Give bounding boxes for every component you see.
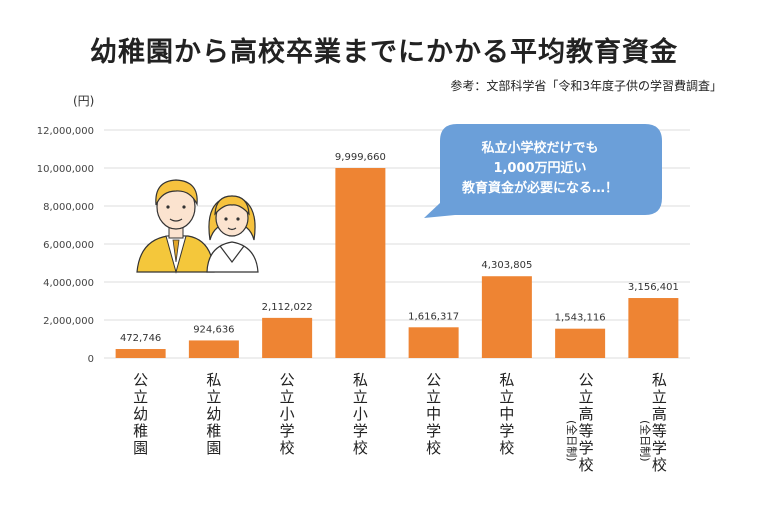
y-tick-label: 6,000,000	[43, 240, 94, 251]
chart-title: 幼稚園から高校卒業までにかかる平均教育資金	[90, 37, 678, 68]
x-tick-char: 立	[499, 388, 514, 406]
y-tick-label: 0	[88, 354, 94, 365]
bar	[115, 349, 166, 358]
x-tick-char: 校	[579, 456, 594, 474]
x-tick-char: 高	[579, 405, 594, 423]
y-tick-label: 4,000,000	[43, 278, 94, 289]
x-tick-char: 公	[426, 371, 441, 389]
bar	[481, 276, 532, 358]
x-tick-char: 校	[280, 439, 295, 457]
x-tick-char: 等	[652, 422, 667, 440]
x-tick-char: 私	[652, 371, 667, 389]
value-label: 472,746	[120, 333, 161, 344]
x-tick-sublabel: (全日制)	[638, 420, 652, 462]
x-tick-char: 立	[652, 388, 667, 406]
y-axis-ticks: 0 2,000,000 4,000,000 6,000,000 8,000,000 10,…	[37, 126, 94, 365]
x-tick-char: 学	[353, 422, 368, 440]
x-tick-char: 立	[133, 388, 148, 406]
x-tick-char: 学	[426, 422, 441, 440]
boy-illustration	[136, 179, 215, 274]
bar	[188, 340, 239, 358]
callout-line-2: 1,000万円近い	[493, 161, 587, 176]
x-tick-char: 立	[426, 388, 441, 406]
x-tick-char: 小	[353, 405, 368, 423]
x-tick-char: 立	[280, 388, 295, 406]
x-tick-char: 公	[133, 371, 148, 389]
x-tick-char: 校	[353, 439, 368, 457]
x-tick-char: 園	[206, 439, 221, 457]
y-tick-label: 10,000,000	[37, 164, 94, 175]
value-label: 4,303,805	[481, 260, 532, 271]
x-tick-char: 学	[280, 422, 295, 440]
bar	[262, 317, 313, 358]
y-axis-unit: (円)	[73, 94, 95, 108]
callout-bubble	[424, 124, 662, 218]
value-label: 1,543,116	[555, 313, 606, 324]
y-tick-label: 8,000,000	[43, 202, 94, 213]
value-label: 2,112,022	[262, 302, 313, 313]
x-tick-char: 幼	[206, 405, 221, 423]
x-tick-char: 学	[499, 422, 514, 440]
y-tick-label: 2,000,000	[43, 316, 94, 327]
x-tick-char: 校	[499, 439, 514, 457]
x-tick-char: 幼	[133, 405, 148, 423]
x-tick-char: 高	[652, 405, 667, 423]
x-tick-char: 校	[426, 439, 441, 457]
x-tick-char: 私	[206, 371, 221, 389]
value-label: 9,999,660	[335, 152, 386, 163]
source-note: 参考：文部科学省「令和3年度子供の学習費調査」	[450, 79, 722, 93]
x-tick-char: 稚	[133, 422, 148, 440]
x-tick-sublabel: (全日制)	[565, 420, 579, 462]
bars	[115, 168, 679, 358]
value-labels: 472,746 924,636 2,112,022 9,999,660 1,616,31…	[120, 152, 679, 344]
x-tick-char: 園	[133, 439, 148, 457]
x-tick-char: 学	[579, 439, 594, 457]
callout-shape	[424, 124, 662, 218]
x-tick-char: 立	[353, 388, 368, 406]
callout-line-1: 私立小学校だけでも	[481, 141, 599, 156]
bar	[628, 298, 679, 358]
x-tick-char: 稚	[206, 422, 221, 440]
x-tick-char: 私	[499, 371, 514, 389]
x-tick-char: 公	[280, 371, 295, 389]
x-tick-char: 公	[579, 371, 594, 389]
x-axis-labels: 公立幼稚園私立幼稚園公立小学校私立小学校公立中学校私立中学校公立高等学校(全日制…	[133, 371, 667, 474]
x-tick-char: 中	[426, 405, 441, 423]
x-tick-char: 私	[353, 371, 368, 389]
value-label: 1,616,317	[408, 311, 459, 322]
bar	[335, 168, 386, 358]
x-tick-char: 等	[579, 422, 594, 440]
callout-line-3: 教育資金が必要になる…！	[461, 181, 618, 196]
x-tick-char: 立	[579, 388, 594, 406]
callout-text: 私立小学校だけでも 1,000万円近い 教育資金が必要になる…！	[430, 139, 650, 199]
value-label: 924,636	[193, 324, 234, 335]
x-tick-char: 小	[280, 405, 295, 423]
bar	[408, 327, 459, 358]
students-illustration	[136, 179, 259, 274]
x-tick-char: 学	[652, 439, 667, 457]
girl-illustration	[206, 195, 259, 273]
bar	[555, 328, 606, 358]
value-label: 3,156,401	[628, 282, 679, 293]
y-tick-label: 12,000,000	[37, 126, 94, 137]
x-tick-label: 私立小学校	[353, 371, 368, 457]
x-tick-char: 中	[499, 405, 514, 423]
x-tick-char: 立	[206, 388, 221, 406]
x-tick-char: 校	[652, 456, 667, 474]
